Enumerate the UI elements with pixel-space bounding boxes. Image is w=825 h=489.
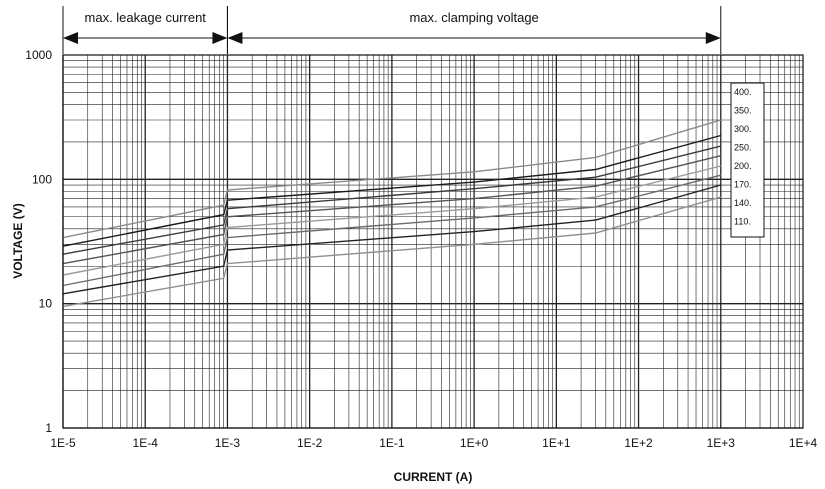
- legend: 400. 350. 300. 250. 200. 170. 140. 110.: [730, 82, 765, 238]
- x-tick-label: 1E-1: [379, 436, 405, 450]
- series-line-400: [62, 119, 722, 239]
- series-line-110: [62, 196, 721, 308]
- x-tick-label: 1E+4: [789, 436, 818, 450]
- plot-frame: [62, 54, 804, 429]
- series-lines: [62, 119, 722, 308]
- series-line-350: [62, 134, 721, 247]
- legend-entry: 170.: [734, 180, 752, 190]
- x-tick-label: 1E-5: [50, 436, 76, 450]
- range-label: max. leakage current: [85, 10, 207, 25]
- legend-entry: 400.: [734, 87, 752, 97]
- arrowhead-right-icon: [705, 32, 721, 44]
- x-tick-label: 1E-2: [297, 436, 323, 450]
- arrowhead-left-icon: [227, 32, 243, 44]
- legend-entry: 350.: [734, 106, 752, 116]
- x-axis-title: CURRENT (A): [394, 470, 473, 484]
- x-tick-labels: 1E-5 1E-4 1E-3 1E-2 1E-1 1E+0 1E+1 1E+2 1E+3 1E+4: [50, 436, 817, 450]
- plot-background: [63, 55, 803, 428]
- series-line-250: [62, 155, 721, 265]
- x-tick-label: 1E-4: [133, 436, 159, 450]
- legend-entry: 300.: [734, 124, 752, 134]
- x-tick-label: 1E+1: [542, 436, 571, 450]
- range-label: max. clamping voltage: [409, 10, 538, 25]
- y-tick-label: 100: [32, 172, 52, 186]
- legend-entry: 140.: [734, 198, 752, 208]
- x-tick-label: 1E+2: [624, 436, 653, 450]
- y-tick-label: 10: [39, 297, 53, 311]
- legend-box: [730, 82, 765, 238]
- legend-entry: 110.: [734, 217, 751, 227]
- y-tick-label: 1000: [25, 48, 52, 62]
- grid: [62, 55, 803, 429]
- x-tick-label: 1E-3: [215, 436, 241, 450]
- series-line-200: [62, 165, 721, 276]
- series-line-170: [62, 174, 721, 287]
- arrowhead-left-icon: [63, 32, 78, 44]
- x-tick-label: 1E+3: [707, 436, 736, 450]
- y-tick-label: 1: [45, 421, 52, 435]
- series-line-140: [62, 184, 721, 295]
- range-annotations: max. leakage current max. clamping voltag…: [62, 6, 722, 54]
- series-line-300: [62, 145, 721, 255]
- y-axis-title: VOLTAGE (V): [11, 203, 25, 279]
- arrowhead-right-icon: [212, 32, 228, 44]
- legend-entry: 250.: [734, 143, 752, 153]
- y-tick-labels: 1 10 100 1000: [25, 48, 52, 435]
- legend-entry: 200.: [734, 161, 752, 171]
- x-tick-label: 1E+0: [460, 436, 489, 450]
